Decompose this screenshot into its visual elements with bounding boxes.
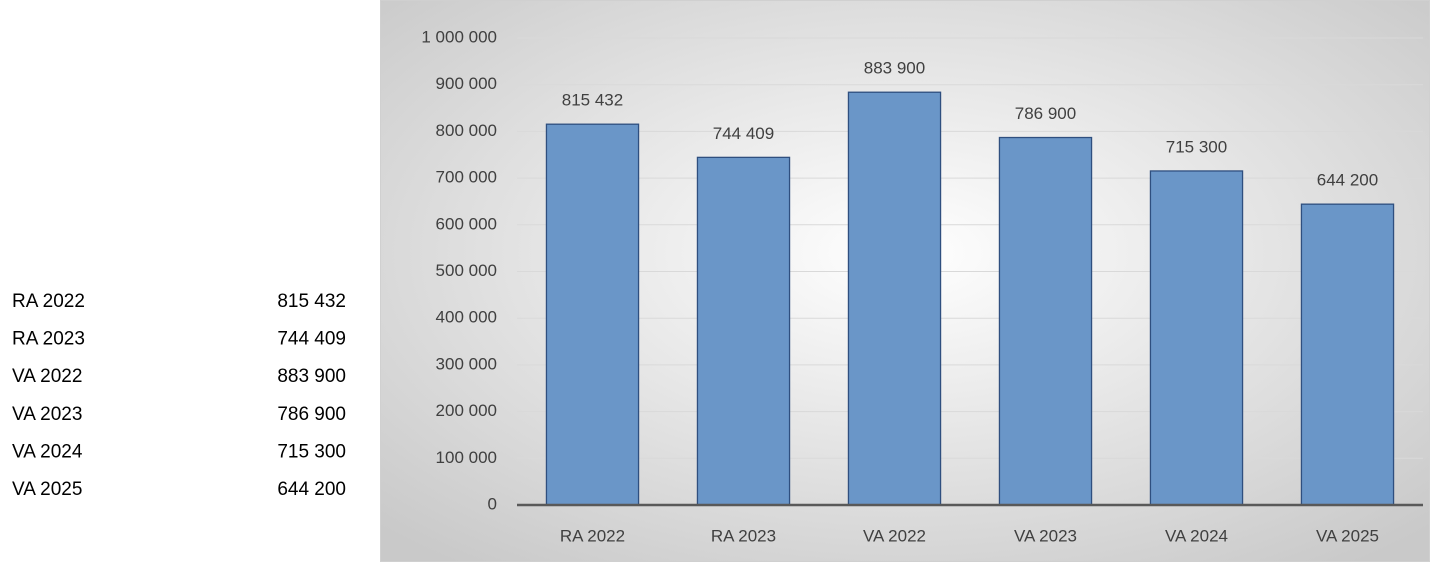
y-tick-label: 300 000 bbox=[436, 354, 497, 373]
row-value: 644 200 bbox=[277, 479, 346, 500]
y-tick-label: 600 000 bbox=[436, 214, 497, 233]
x-tick-label: VA 2022 bbox=[863, 526, 926, 545]
x-tick-label: VA 2023 bbox=[1014, 526, 1077, 545]
row-value: 744 409 bbox=[277, 329, 346, 350]
y-tick-label: 0 bbox=[488, 494, 497, 513]
data-table: RA 2022 815 432 RA 2023 744 409 VA 2022 883 9… bbox=[12, 291, 346, 500]
y-tick-label: 900 000 bbox=[436, 74, 497, 93]
row-value: 715 300 bbox=[277, 441, 346, 462]
row-label: VA 2022 bbox=[12, 366, 82, 387]
data-label: 786 900 bbox=[1015, 104, 1076, 123]
y-tick-label: 1 000 000 bbox=[421, 27, 497, 46]
row-label: VA 2024 bbox=[12, 441, 83, 462]
row-value: 883 900 bbox=[277, 366, 346, 387]
data-label: 644 200 bbox=[1317, 171, 1378, 190]
bar bbox=[696, 156, 791, 506]
row-label: RA 2022 bbox=[12, 291, 85, 312]
x-tick-label: VA 2024 bbox=[1165, 526, 1228, 545]
row-label: VA 2025 bbox=[12, 479, 82, 500]
row-label: RA 2023 bbox=[12, 329, 85, 350]
y-tick-label: 800 000 bbox=[436, 121, 497, 140]
bar bbox=[545, 123, 640, 506]
data-label: 744 409 bbox=[713, 124, 774, 143]
x-tick-label: RA 2022 bbox=[560, 526, 625, 545]
chart: 0 100 000 200 000 300 000 400 000 500 000 600 … bbox=[421, 27, 1423, 545]
bar bbox=[1300, 203, 1395, 506]
bar bbox=[998, 136, 1093, 506]
data-label: 715 300 bbox=[1166, 137, 1227, 156]
y-tick-label: 500 000 bbox=[436, 261, 497, 280]
row-label: VA 2023 bbox=[12, 404, 82, 425]
y-tick-label: 100 000 bbox=[436, 448, 497, 467]
y-tick-label: 400 000 bbox=[436, 308, 497, 327]
x-tick-label: RA 2023 bbox=[711, 526, 776, 545]
data-label: 815 432 bbox=[562, 91, 623, 110]
bar bbox=[847, 91, 942, 506]
x-tick-label: VA 2025 bbox=[1316, 526, 1379, 545]
bar bbox=[1149, 170, 1244, 506]
row-value: 786 900 bbox=[277, 404, 346, 425]
y-tick-label: 200 000 bbox=[436, 401, 497, 420]
y-tick-label: 700 000 bbox=[436, 168, 497, 187]
row-value: 815 432 bbox=[277, 291, 346, 312]
data-label: 883 900 bbox=[864, 59, 925, 78]
